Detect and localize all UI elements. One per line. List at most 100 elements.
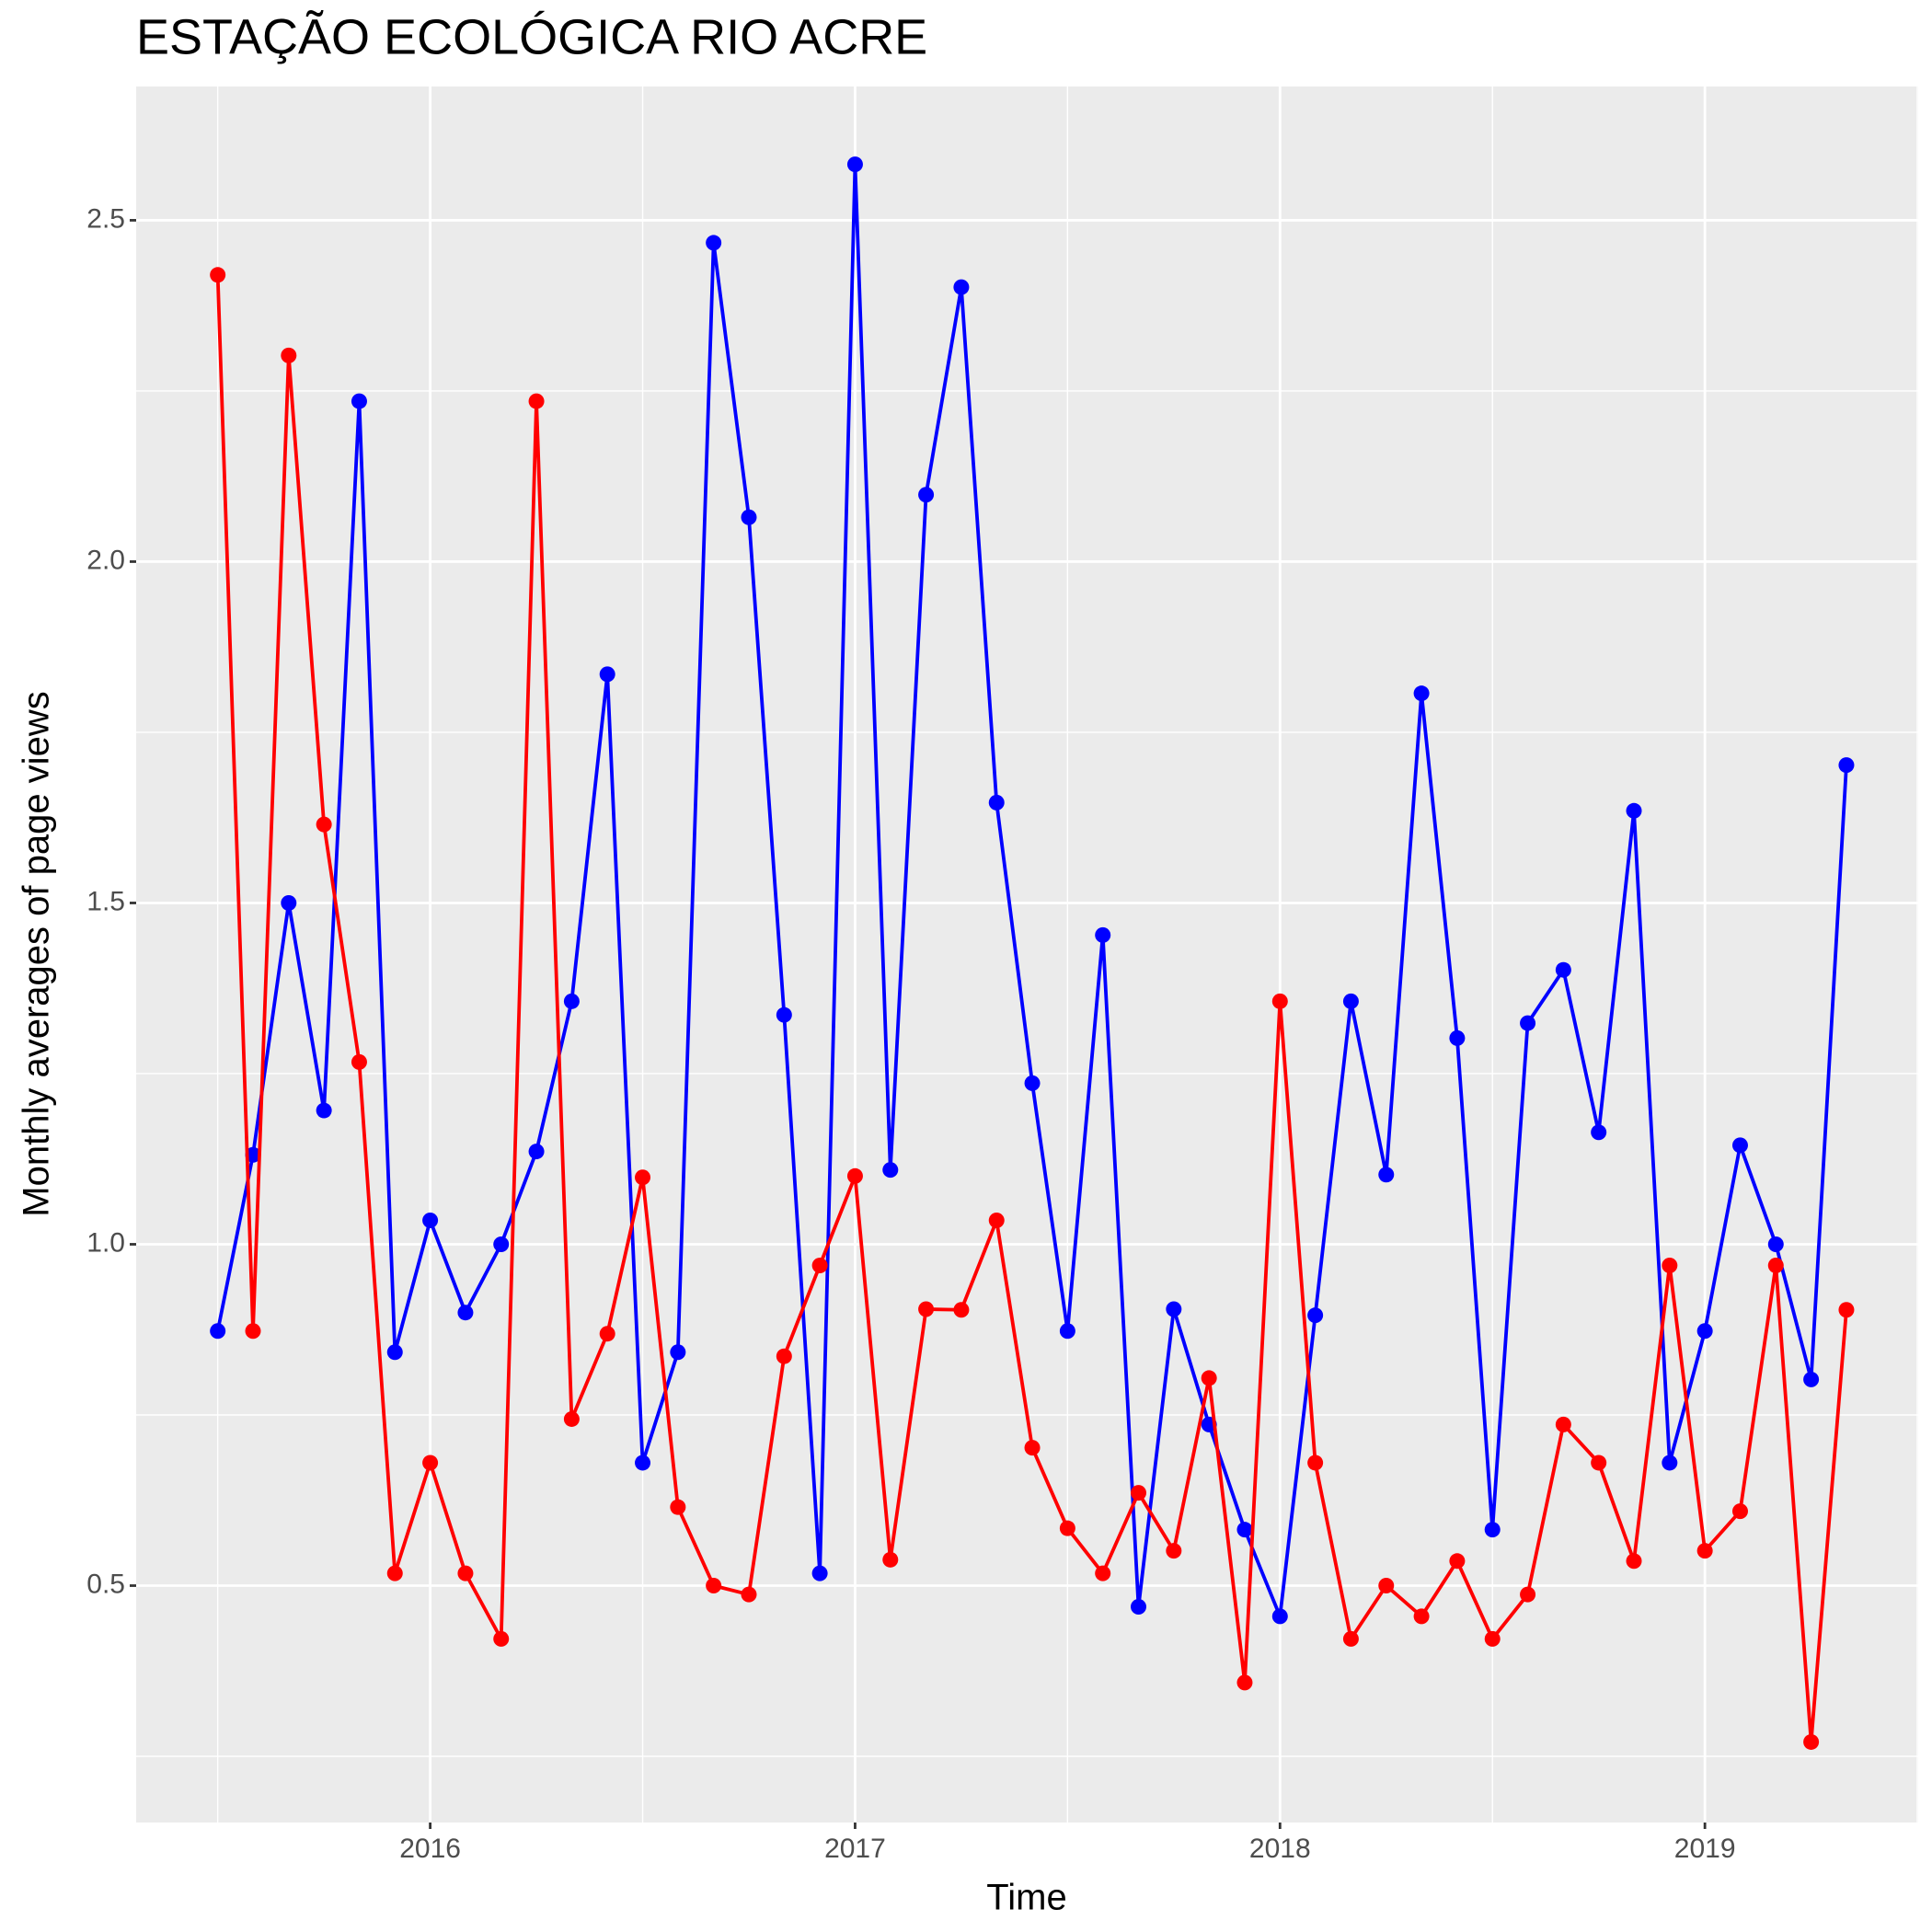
data-point — [988, 1213, 1005, 1229]
x-tick-label: 2017 — [824, 1834, 886, 1864]
data-point — [245, 1323, 261, 1340]
y-tick-label: 2.5 — [86, 203, 125, 234]
data-point — [1024, 1075, 1041, 1091]
data-point — [1095, 926, 1111, 943]
data-point — [1520, 1586, 1536, 1603]
data-point — [1591, 1455, 1607, 1471]
data-point — [1271, 993, 1288, 1009]
data-point — [493, 1236, 510, 1252]
data-point — [351, 1053, 367, 1070]
data-point — [741, 1586, 757, 1603]
data-point — [1731, 1137, 1748, 1154]
data-point — [281, 347, 297, 363]
y-axis-label: Monthly averages of page views — [17, 691, 57, 1216]
data-point — [316, 1102, 332, 1119]
data-point — [528, 393, 545, 409]
data-point — [670, 1344, 686, 1361]
data-point — [422, 1455, 439, 1471]
data-point — [1201, 1370, 1217, 1386]
data-point — [457, 1305, 474, 1321]
data-point — [1555, 961, 1571, 978]
data-point — [918, 487, 935, 503]
data-point — [1626, 1553, 1642, 1570]
data-point — [1131, 1599, 1147, 1616]
data-point — [1591, 1124, 1607, 1141]
data-point — [1166, 1301, 1182, 1317]
data-point — [351, 393, 367, 409]
data-point — [528, 1144, 545, 1160]
data-point — [1555, 1416, 1571, 1432]
y-tick-label: 2.0 — [86, 545, 125, 575]
data-point — [1731, 1503, 1748, 1520]
data-point — [1413, 1608, 1430, 1625]
data-point — [1378, 1578, 1395, 1594]
data-point — [776, 1006, 792, 1023]
data-point — [1767, 1236, 1784, 1252]
y-tick-label: 0.5 — [86, 1569, 125, 1599]
data-point — [1662, 1455, 1678, 1471]
data-point — [422, 1213, 439, 1229]
data-point — [493, 1630, 510, 1647]
data-point — [1024, 1440, 1041, 1456]
data-point — [882, 1551, 899, 1568]
data-point — [210, 1323, 226, 1340]
x-tick-label: 2019 — [1674, 1834, 1736, 1864]
data-point — [210, 267, 226, 283]
data-point — [386, 1565, 403, 1581]
data-point — [1484, 1522, 1501, 1538]
data-point — [670, 1499, 686, 1515]
data-point — [1166, 1543, 1182, 1559]
x-axis-label: Time — [986, 1878, 1066, 1918]
data-point — [1696, 1323, 1713, 1340]
data-point — [706, 1578, 722, 1594]
data-point — [599, 1326, 615, 1342]
data-point — [811, 1257, 828, 1273]
data-point — [882, 1162, 899, 1179]
y-tick-label: 1.5 — [86, 886, 125, 916]
data-point — [281, 894, 297, 911]
plot-panel — [136, 86, 1918, 1823]
data-point — [918, 1301, 935, 1317]
x-tick-label: 2016 — [399, 1834, 461, 1864]
data-point — [1413, 685, 1430, 702]
data-point — [706, 235, 722, 251]
data-point — [1449, 1553, 1466, 1570]
data-point — [1378, 1167, 1395, 1183]
data-point — [635, 1455, 651, 1471]
x-tick-label: 2018 — [1249, 1834, 1311, 1864]
data-point — [1626, 802, 1642, 819]
data-point — [1095, 1565, 1111, 1581]
data-point — [1838, 1302, 1855, 1318]
data-point — [1059, 1520, 1075, 1536]
data-point — [1307, 1455, 1324, 1471]
data-point — [563, 1410, 580, 1427]
data-point — [1342, 993, 1359, 1009]
data-point — [1484, 1630, 1501, 1647]
data-point — [457, 1565, 474, 1581]
data-point — [1307, 1307, 1324, 1324]
data-point — [1803, 1371, 1820, 1387]
data-point — [811, 1565, 828, 1581]
data-point — [599, 666, 615, 683]
data-point — [563, 993, 580, 1009]
data-point — [316, 816, 332, 833]
data-point — [1767, 1257, 1784, 1273]
data-point — [776, 1348, 792, 1364]
data-point — [1236, 1522, 1253, 1538]
data-point — [1342, 1630, 1359, 1647]
chart-title: ESTAÇÃO ECOLÓGICA RIO ACRE — [136, 9, 927, 64]
data-point — [846, 1167, 863, 1184]
data-point — [245, 1146, 261, 1163]
data-point — [1271, 1608, 1288, 1625]
data-point — [1236, 1674, 1253, 1691]
data-point — [386, 1344, 403, 1361]
y-tick-label: 1.0 — [86, 1227, 125, 1258]
data-point — [953, 279, 970, 295]
data-point — [953, 1302, 970, 1318]
data-point — [1662, 1257, 1678, 1273]
data-point — [1449, 1029, 1466, 1046]
data-point — [1520, 1015, 1536, 1031]
data-point — [635, 1169, 651, 1186]
